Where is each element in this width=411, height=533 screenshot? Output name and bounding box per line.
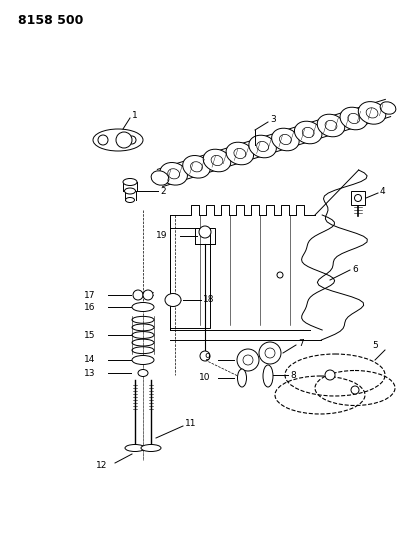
Text: 8158 500: 8158 500 (18, 13, 83, 27)
Circle shape (143, 290, 153, 300)
Ellipse shape (380, 102, 396, 114)
Ellipse shape (203, 149, 231, 172)
Text: 16: 16 (83, 303, 95, 311)
Circle shape (200, 351, 210, 361)
Ellipse shape (132, 356, 154, 365)
Text: 10: 10 (199, 374, 210, 383)
Text: 15: 15 (83, 330, 95, 340)
Ellipse shape (279, 134, 291, 144)
Text: 6: 6 (352, 265, 358, 274)
Circle shape (133, 290, 143, 300)
Circle shape (277, 272, 283, 278)
Ellipse shape (132, 303, 154, 311)
Ellipse shape (160, 163, 187, 185)
Ellipse shape (358, 102, 386, 124)
Text: 13: 13 (83, 368, 95, 377)
Ellipse shape (93, 129, 143, 151)
Text: 1: 1 (132, 111, 138, 120)
Text: 3: 3 (270, 116, 276, 125)
Ellipse shape (168, 169, 180, 179)
Ellipse shape (234, 148, 246, 159)
Ellipse shape (125, 188, 136, 194)
Ellipse shape (257, 141, 268, 151)
Ellipse shape (340, 107, 367, 130)
Ellipse shape (317, 114, 345, 137)
Ellipse shape (302, 127, 314, 138)
Ellipse shape (211, 156, 223, 166)
Ellipse shape (238, 369, 247, 387)
Text: 8: 8 (290, 370, 296, 379)
Ellipse shape (165, 294, 181, 306)
Text: 2: 2 (160, 187, 166, 196)
Circle shape (265, 348, 275, 358)
Ellipse shape (294, 121, 322, 144)
Circle shape (325, 370, 335, 380)
Ellipse shape (138, 369, 148, 376)
Circle shape (259, 342, 281, 364)
Text: 14: 14 (83, 356, 95, 365)
Ellipse shape (226, 142, 254, 165)
Ellipse shape (125, 198, 134, 203)
Ellipse shape (191, 161, 202, 172)
Circle shape (351, 386, 359, 394)
Ellipse shape (249, 135, 276, 158)
Ellipse shape (141, 445, 161, 451)
Circle shape (355, 195, 362, 201)
Ellipse shape (263, 365, 273, 387)
Circle shape (199, 226, 211, 238)
Text: 18: 18 (203, 295, 215, 304)
Text: 5: 5 (372, 341, 378, 350)
Text: 4: 4 (380, 187, 386, 196)
Ellipse shape (151, 171, 169, 185)
Text: 12: 12 (96, 462, 107, 471)
Ellipse shape (348, 114, 360, 124)
Ellipse shape (325, 120, 337, 131)
Ellipse shape (366, 108, 378, 118)
Bar (351, 191, 365, 205)
Ellipse shape (183, 156, 210, 178)
Bar (170, 228, 210, 328)
Circle shape (243, 355, 253, 365)
Text: 7: 7 (298, 338, 304, 348)
Ellipse shape (125, 445, 145, 451)
Bar (195, 228, 215, 244)
Text: 9: 9 (204, 353, 210, 362)
Circle shape (128, 136, 136, 144)
Ellipse shape (123, 179, 137, 185)
Ellipse shape (272, 128, 299, 151)
Text: 11: 11 (185, 419, 196, 429)
Text: 19: 19 (155, 231, 167, 240)
Circle shape (116, 132, 132, 148)
Circle shape (237, 349, 259, 371)
Text: 17: 17 (83, 290, 95, 300)
Circle shape (98, 135, 108, 145)
